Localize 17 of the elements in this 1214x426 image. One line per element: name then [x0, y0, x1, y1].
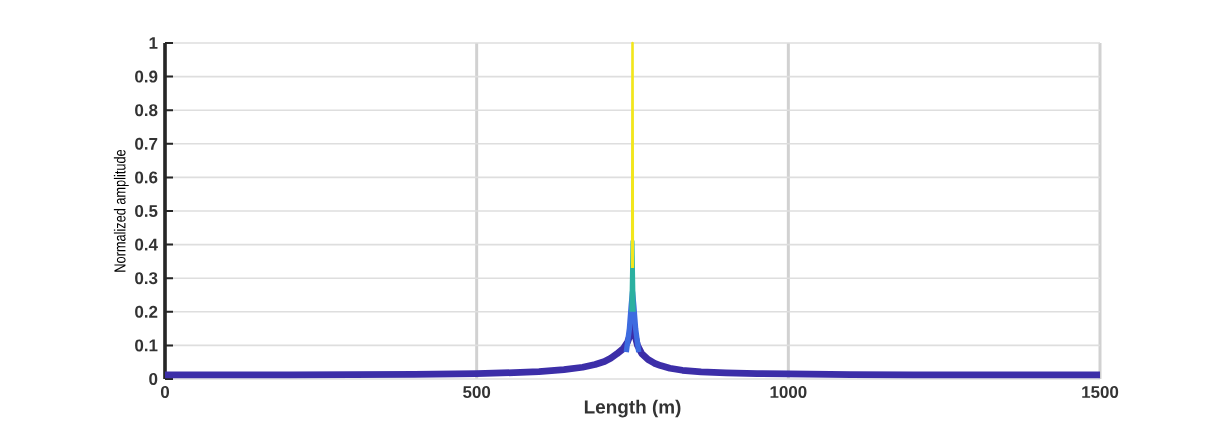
- x-tick-label: 1500: [1082, 386, 1119, 399]
- y-tick-label: 0.9: [135, 70, 158, 83]
- y-axis-title: Normalized amplitude: [113, 149, 129, 272]
- y-tick-label: 0.8: [135, 104, 158, 117]
- y-tick-label: 0.2: [135, 305, 158, 318]
- x-tick-label: 1000: [770, 386, 807, 399]
- y-tick-label: 1: [149, 37, 158, 49]
- x-axis-title: Length (m): [584, 399, 681, 418]
- y-tick-label: 0.4: [135, 238, 158, 251]
- y-tick-label: 0.3: [135, 272, 158, 285]
- x-tick-label: 500: [463, 386, 491, 399]
- y-tick-label: 0: [149, 373, 158, 385]
- y-tick-label: 0.1: [135, 339, 158, 352]
- y-tick-label: 0.6: [135, 171, 158, 184]
- y-tick-label: 0.5: [135, 205, 158, 217]
- x-tick-label: 0: [160, 386, 170, 399]
- y-tick-label: 0.7: [135, 137, 158, 150]
